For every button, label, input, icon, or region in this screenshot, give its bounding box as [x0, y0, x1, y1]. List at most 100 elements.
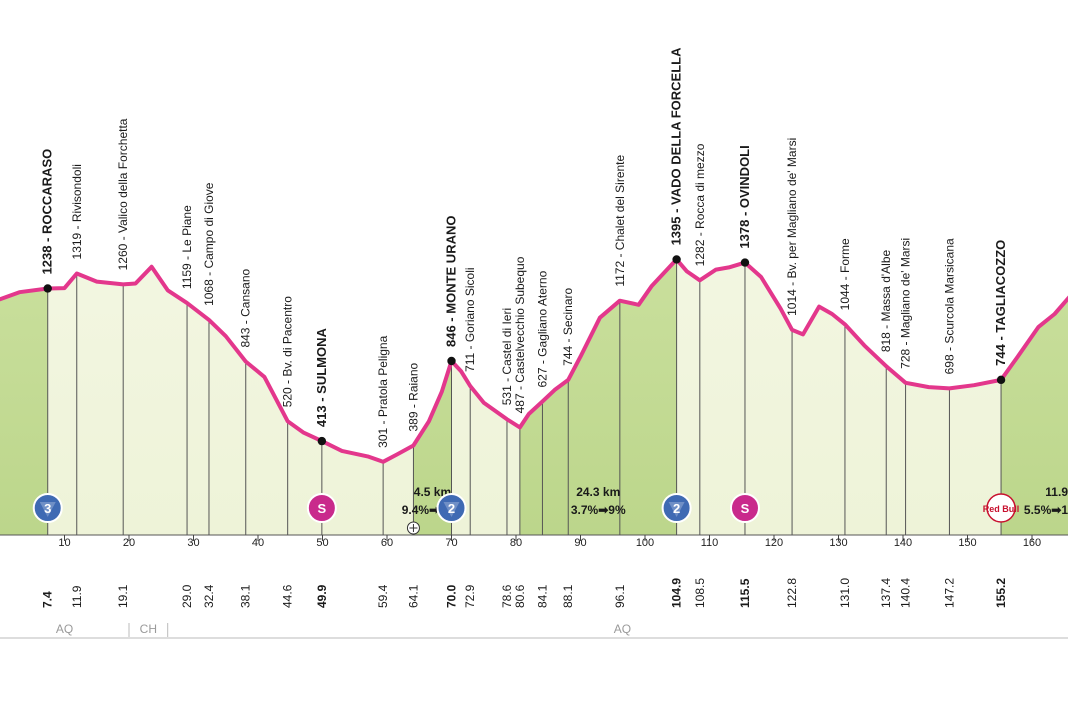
x-tick-label: 30	[187, 537, 199, 549]
waypoint-label: 1395 - VADO DELLA FORCELLA	[669, 47, 684, 246]
waypoint-label: 531 - Castel di Ieri	[500, 308, 514, 405]
waypoint-label: 413 - SULMONA	[314, 328, 329, 428]
waypoint-dots	[43, 255, 1006, 446]
region-label: AQ	[614, 622, 631, 636]
waypoint-km: 104.9	[670, 578, 684, 608]
region-strip: AQ CH AQ	[56, 622, 631, 637]
waypoint-label: 711 - Goriano Sicoli	[463, 267, 477, 372]
waypoint-km: 29.0	[180, 584, 194, 608]
waypoint-label: 1319 - Rivisondoli	[70, 164, 84, 259]
waypoint-label: 1044 - Forme	[838, 238, 852, 310]
waypoint-km: 108.5	[693, 578, 707, 608]
waypoint-km: 7.4	[41, 591, 55, 608]
waypoint-label: 843 - Cansano	[239, 268, 253, 347]
climb-length: 11.9	[1045, 485, 1068, 499]
waypoint-km: 88.1	[561, 584, 575, 608]
gpm-badge-number: 2	[448, 501, 455, 516]
gpm-badge-shape	[443, 502, 460, 517]
waypoint-km: 80.6	[513, 584, 527, 608]
x-tick-label: 100	[636, 537, 654, 549]
waypoint-label: 487 - Castelvecchio Subequo	[513, 256, 527, 413]
waypoint-label: 1068 - Campo di Giove	[202, 182, 216, 306]
climb-fill	[0, 259, 48, 535]
waypoint-labels: 1238 - ROCCARASO 1319 - Rivisondoli 1260 -…	[40, 47, 1008, 448]
region-label: AQ	[56, 622, 73, 636]
gpm-badge-shape	[39, 502, 56, 517]
waypoint-dot	[317, 436, 327, 446]
waypoint-label: 1282 - Rocca di mezzo	[693, 143, 707, 266]
climb-fill	[519, 259, 677, 535]
gpm-badge-number: 3	[44, 501, 51, 516]
climb-gradient: 5.5%➡1	[1024, 503, 1068, 517]
waypoint-label: 627 - Gagliano Aterno	[535, 270, 549, 387]
waypoint-km: 155.2	[994, 578, 1008, 608]
sprint-badge	[306, 493, 337, 523]
waypoint-km: 131.0	[838, 578, 852, 608]
waypoint-dot	[672, 255, 681, 264]
waypoint-km: 11.9	[70, 585, 84, 608]
gpm-badge	[32, 493, 63, 523]
x-tick-label: 20	[123, 537, 135, 549]
waypoint-label: 698 - Scurcola Marsicana	[942, 238, 956, 374]
waypoint-label: 301 - Pratola Peligna	[376, 335, 390, 447]
waypoint-km: 115.5	[738, 578, 752, 608]
waypoint-km: 147.2	[942, 578, 956, 608]
x-tick-label: 160	[1023, 537, 1041, 549]
waypoint-km: 64.1	[406, 584, 420, 608]
waypoint-label: 1260 - Valico della Forchetta	[116, 118, 130, 270]
waypoint-label: 1238 - ROCCARASO	[40, 149, 55, 275]
x-tick-label: 150	[958, 537, 976, 549]
waypoint-km: 32.4	[202, 584, 216, 608]
sprint-badge-letter: S	[318, 501, 327, 516]
climb-gradient: 3.7%➡9%	[571, 503, 626, 517]
waypoint-km: 84.1	[535, 584, 549, 608]
waypoint-label: 389 - Raiano	[406, 362, 420, 431]
waypoint-dot	[996, 375, 1006, 385]
waypoint-label: 818 - Massa d'Albe	[879, 249, 893, 352]
x-tick-label: 60	[381, 537, 393, 549]
red-bull-badge-text: Red Bull	[983, 504, 1020, 514]
waypoint-km: 44.6	[281, 584, 295, 608]
region-label: CH	[140, 622, 157, 636]
x-tick-label: 10	[58, 537, 70, 549]
gpm-badge-number: 2	[673, 501, 680, 516]
x-tick-label: 50	[316, 537, 328, 549]
waypoint-label: 1378 - OVINDOLI	[737, 145, 752, 248]
x-tick-label: 90	[574, 537, 586, 549]
gpm-badge	[436, 493, 467, 523]
waypoint-label: 728 - Magliano de' Marsi	[899, 238, 913, 369]
waypoint-km: 137.4	[879, 578, 893, 608]
waypoint-label: 1172 - Chalet del Sirente	[613, 154, 627, 286]
gpm-badge	[661, 493, 692, 523]
waypoint-km: 59.4	[376, 584, 390, 608]
x-tick-label: 40	[252, 537, 264, 549]
waypoint-km-labels: 7.4 11.9 19.1 29.0 32.4 38.1 44.6 49.9 59.4 64.1 7…	[41, 578, 1008, 608]
x-tick-label: 140	[894, 537, 912, 549]
waypoint-km: 78.6	[500, 584, 514, 608]
sprint-badge-letter: S	[741, 501, 750, 516]
waypoint-km: 122.8	[785, 578, 799, 608]
waypoint-label: 846 - MONTE URANO	[444, 216, 459, 347]
waypoint-km: 38.1	[239, 584, 253, 608]
waypoint-label: 744 - Secinaro	[561, 287, 575, 365]
waypoint-label: 744 - TAGLIACOZZO	[993, 240, 1008, 366]
waypoint-label: 520 - Bv. di Pacentro	[281, 296, 295, 407]
waypoint-km: 19.1	[116, 584, 130, 608]
waypoint-dot	[447, 356, 456, 366]
x-tick-label: 110	[701, 537, 719, 549]
waypoint-km: 72.9	[463, 584, 477, 608]
climb-length: 24.3 km	[576, 485, 620, 499]
waypoint-dot	[740, 258, 750, 267]
waypoint-label: 1159 - Le Piane	[180, 205, 194, 289]
waypoint-label: 1014 - Bv. per Magliano de' Marsi	[785, 138, 799, 316]
waypoint-km: 49.9	[315, 584, 329, 608]
red-bull-badge	[986, 493, 1016, 523]
waypoint-km: 140.4	[899, 578, 913, 608]
km-ticks: 10 20 30 40 50 60 70 80 90 100 110 120 130 140 150 160	[58, 535, 1041, 549]
x-tick-label: 80	[510, 537, 522, 549]
gpm-badge-shape	[668, 502, 685, 517]
badges: 3 S 2 2 S Red Bull	[32, 493, 1020, 535]
x-tick-label: 70	[445, 537, 457, 549]
waypoint-dot	[43, 284, 52, 293]
